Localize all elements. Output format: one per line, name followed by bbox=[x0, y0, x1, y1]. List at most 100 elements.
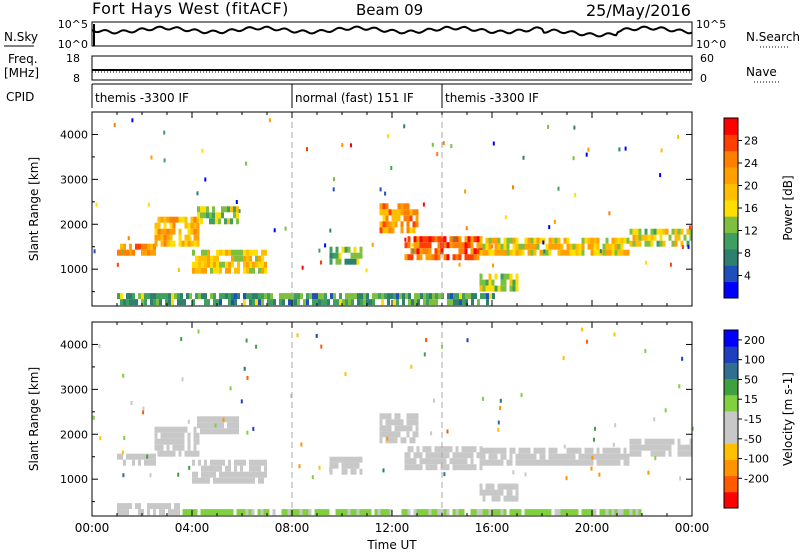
data-cell bbox=[443, 472, 446, 477]
data-cell bbox=[327, 299, 330, 306]
data-cell bbox=[233, 416, 236, 423]
data-cell bbox=[515, 237, 519, 244]
data-cell bbox=[596, 249, 600, 256]
data-cell bbox=[227, 206, 230, 213]
data-cell bbox=[404, 242, 408, 249]
data-cell bbox=[261, 459, 264, 466]
data-cell bbox=[382, 425, 386, 432]
data-cell bbox=[156, 503, 159, 510]
nsearch-tick-high: 10^5 bbox=[696, 18, 726, 31]
data-cell bbox=[608, 447, 612, 454]
data-cell bbox=[488, 249, 492, 256]
data-cell bbox=[503, 237, 507, 244]
data-cell bbox=[653, 444, 657, 451]
data-cell bbox=[203, 416, 206, 423]
data-cell bbox=[154, 444, 158, 451]
data-cell bbox=[647, 444, 651, 451]
data-cell bbox=[228, 261, 231, 268]
data-cell bbox=[159, 293, 162, 300]
data-cell bbox=[644, 240, 648, 247]
data-cell bbox=[442, 141, 445, 146]
data-cell bbox=[225, 249, 228, 256]
data-cell bbox=[473, 509, 477, 516]
data-cell bbox=[121, 248, 124, 253]
data-cell bbox=[450, 299, 453, 306]
data-cell bbox=[227, 509, 231, 516]
data-cell bbox=[329, 468, 333, 475]
data-cell bbox=[240, 255, 243, 262]
data-cell bbox=[476, 254, 480, 261]
data-cell bbox=[524, 459, 528, 466]
data-cell bbox=[377, 509, 381, 516]
data-cell bbox=[350, 468, 354, 475]
data-cell bbox=[258, 267, 261, 274]
data-cell bbox=[650, 228, 654, 235]
data-cell bbox=[219, 249, 222, 256]
data-cell bbox=[499, 398, 502, 403]
data-cell bbox=[557, 453, 561, 460]
data-cell bbox=[379, 187, 382, 192]
data-cell bbox=[126, 509, 129, 516]
data-cell bbox=[329, 246, 333, 253]
data-cell bbox=[255, 299, 258, 306]
data-cell bbox=[459, 293, 462, 300]
data-cell bbox=[231, 261, 234, 268]
data-cell bbox=[204, 267, 207, 274]
data-cell bbox=[423, 293, 426, 300]
data-cell bbox=[163, 228, 167, 235]
data-cell bbox=[195, 471, 198, 478]
colorbar-tick-label: 16 bbox=[744, 202, 758, 215]
data-cell bbox=[608, 249, 612, 256]
data-cell bbox=[375, 293, 378, 300]
nsearch-tick-low: 10^0 bbox=[696, 38, 726, 51]
data-cell bbox=[461, 509, 465, 516]
data-cell bbox=[428, 509, 432, 516]
data-cell bbox=[306, 147, 308, 152]
data-cell bbox=[237, 477, 240, 484]
data-cell bbox=[428, 452, 432, 459]
data-cell bbox=[662, 450, 666, 457]
data-cell bbox=[189, 293, 192, 300]
data-cell bbox=[228, 293, 231, 300]
data-cell bbox=[387, 293, 390, 300]
data-cell bbox=[359, 509, 363, 516]
data-cell bbox=[249, 299, 252, 306]
data-cell bbox=[341, 246, 345, 253]
data-cell bbox=[450, 293, 453, 300]
data-cell bbox=[366, 293, 369, 300]
data-cell bbox=[548, 237, 552, 244]
data-cell bbox=[509, 509, 513, 516]
data-cell bbox=[231, 477, 234, 484]
data-cell bbox=[488, 279, 492, 286]
data-cell bbox=[608, 211, 611, 216]
data-cell bbox=[129, 293, 132, 300]
data-cell bbox=[165, 293, 168, 300]
data-cell bbox=[360, 293, 363, 300]
data-cell bbox=[213, 261, 216, 268]
data-cell bbox=[333, 293, 336, 300]
data-cell bbox=[166, 450, 170, 457]
data-cell bbox=[200, 416, 203, 423]
data-cell bbox=[599, 453, 603, 460]
data-cell bbox=[542, 459, 546, 466]
data-cell bbox=[160, 432, 164, 439]
data-cell bbox=[425, 338, 428, 342]
data-cell bbox=[123, 299, 126, 306]
data-cell bbox=[509, 285, 513, 292]
data-cell bbox=[500, 273, 504, 280]
data-cell bbox=[233, 422, 236, 429]
data-cell bbox=[296, 509, 300, 516]
data-cell bbox=[154, 234, 158, 241]
data-cell bbox=[144, 453, 147, 460]
data-cell bbox=[193, 432, 197, 439]
data-cell bbox=[181, 438, 185, 445]
data-cell bbox=[497, 509, 501, 516]
data-cell bbox=[147, 503, 150, 510]
data-cell bbox=[429, 299, 432, 306]
cpid-segment-label: themis -3300 IF bbox=[445, 91, 539, 105]
data-cell bbox=[458, 464, 462, 471]
data-cell bbox=[506, 495, 510, 502]
data-cell bbox=[503, 495, 507, 502]
data-cell bbox=[456, 293, 459, 300]
data-cell bbox=[210, 459, 213, 466]
